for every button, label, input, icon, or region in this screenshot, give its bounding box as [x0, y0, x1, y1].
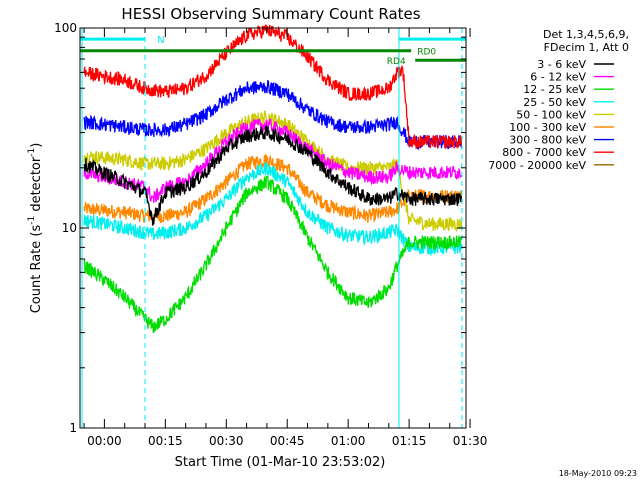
y-axis-label-part1: Count Rate (s	[29, 225, 44, 314]
y-axis-label-sup2: -1	[27, 148, 37, 157]
x-tick-label: 00:00	[87, 434, 122, 448]
legend-header-line1: Det 1,3,4,5,6,9,	[543, 28, 629, 41]
y-axis-label-part2: detector	[29, 156, 44, 216]
y-tick-label: 1	[69, 421, 77, 435]
legend-header-line2: FDecim 1, Att 0	[544, 41, 629, 54]
legend-entry-label: 50 - 100 keV	[516, 108, 586, 121]
x-tick-label: 00:45	[270, 434, 305, 448]
night-label: N	[157, 35, 164, 46]
chart-title: HESSI Observing Summary Count Rates	[121, 5, 420, 23]
legend-entry-label: 12 - 25 keV	[523, 83, 586, 96]
rd0-label: RD0	[417, 48, 436, 58]
y-axis-label: Count Rate (s-1 detector-1)	[27, 143, 44, 314]
y-tick-label: 10	[62, 221, 77, 235]
legend-entry-label: 100 - 300 keV	[509, 121, 586, 134]
series-line-25-50-kev	[83, 162, 463, 257]
axes-layer: 1 10 100 00:00 00:15 00:30 00:45 01:00 01:15 01:3…	[54, 21, 487, 448]
series-layer	[83, 24, 463, 334]
legend-entry-label: 6 - 12 keV	[530, 71, 586, 84]
x-tick-label: 00:15	[148, 434, 183, 448]
x-tick-label: 01:30	[453, 434, 488, 448]
legend-entry-label: 3 - 6 keV	[537, 58, 586, 71]
legend-entry-label: 800 - 7000 keV	[502, 146, 586, 159]
x-tick-label: 01:15	[392, 434, 427, 448]
x-axis-label: Start Time (01-Mar-10 23:53:02)	[175, 455, 386, 470]
x-tick-label: 01:00	[331, 434, 366, 448]
annotation-layer: N RD0 RD4	[80, 28, 466, 428]
rd4-label: RD4	[387, 57, 406, 67]
legend: Det 1,3,4,5,6,9, FDecim 1, Att 0 3 - 6 k…	[488, 28, 629, 172]
y-axis-label-sup1: -1	[27, 216, 37, 225]
legend-entry-label: 300 - 800 keV	[509, 134, 586, 147]
y-axis-label-part3: )	[29, 143, 44, 148]
generation-timestamp: 18-May-2010 09:23	[559, 469, 637, 478]
x-tick-label: 00:30	[209, 434, 244, 448]
legend-entry-label: 25 - 50 keV	[523, 96, 586, 109]
y-tick-label: 100	[54, 21, 77, 35]
svg-text:Count Rate (s-1 detector-1): Count Rate (s-1 detector-1)	[27, 143, 44, 314]
legend-entry-label: 7000 - 20000 keV	[488, 159, 586, 172]
